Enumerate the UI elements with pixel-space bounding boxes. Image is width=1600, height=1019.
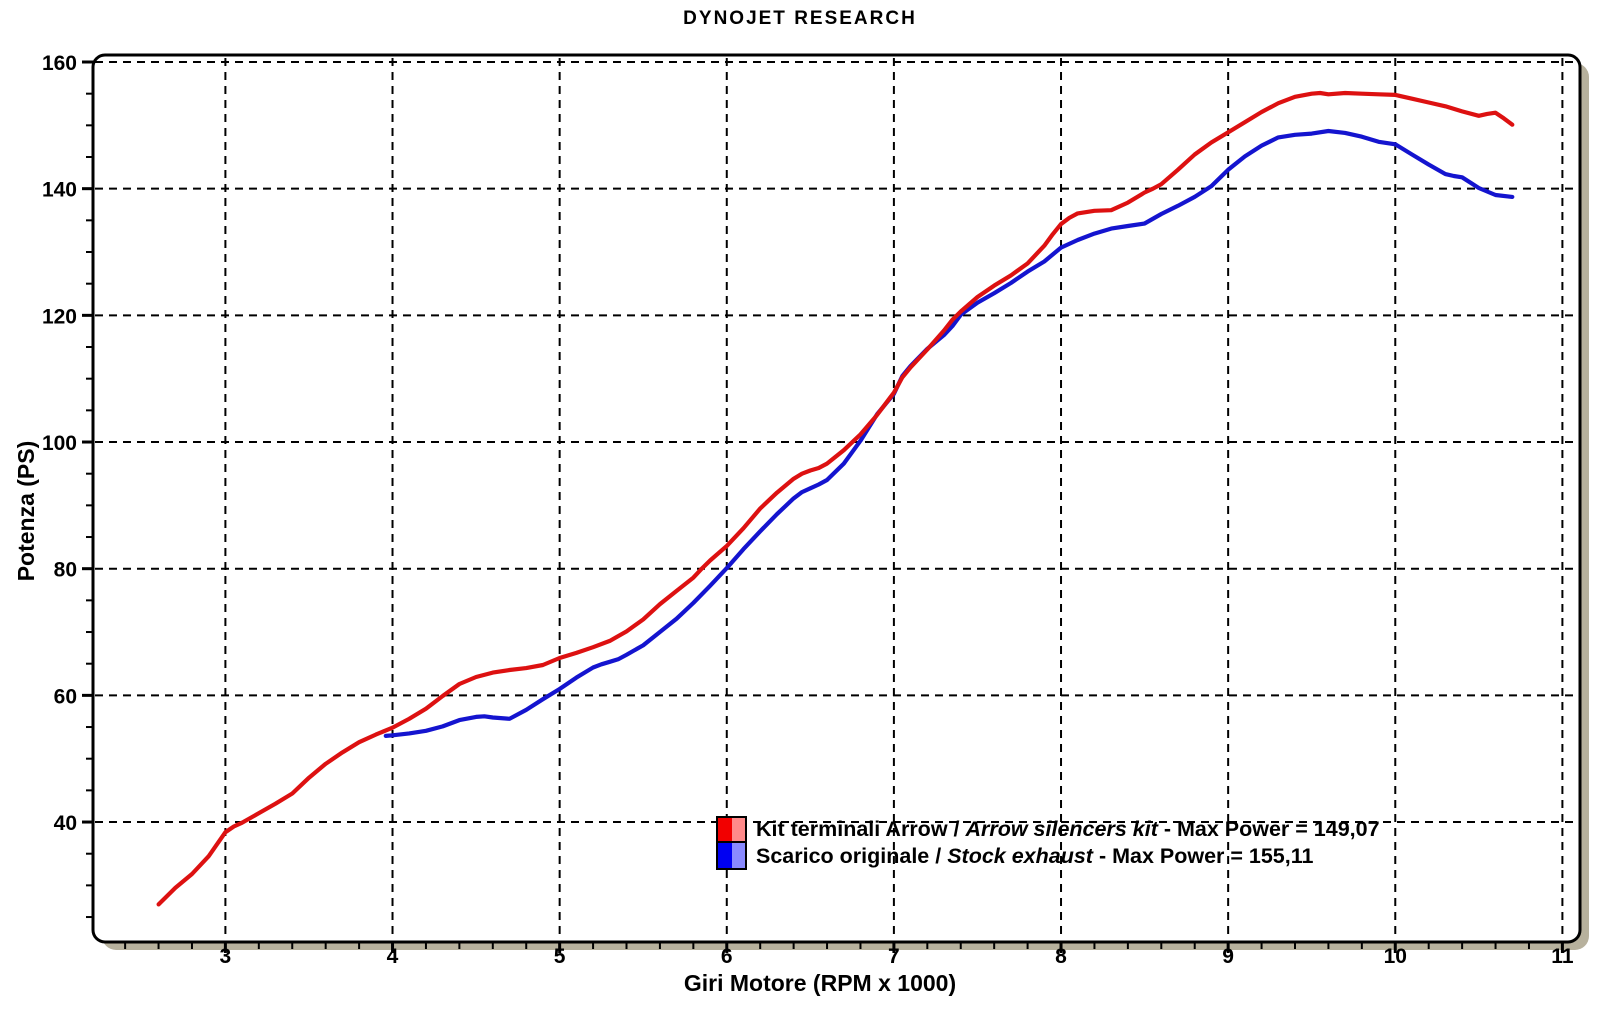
legend-swatch-red-light	[731, 818, 745, 841]
legend-label-stock-exhaust: Scarico originale / Stock exhaust - Max …	[756, 844, 1314, 868]
y-tick-label: 80	[54, 559, 77, 582]
legend-swatch-blue-solid	[718, 843, 732, 868]
x-tick-label: 6	[721, 945, 733, 968]
legend-swatch-blue	[716, 843, 747, 870]
x-axis-title: Giri Motore (RPM x 1000)	[683, 970, 957, 996]
legend-label-arrow-kit: Kit terminali Arrow / Arrow silencers ki…	[756, 817, 1380, 841]
y-axis-title: Potenza (PS)	[13, 440, 39, 582]
legend-swatch-blue-light	[731, 843, 745, 868]
chart-title: DYNOJET RESEARCH	[683, 8, 917, 29]
y-tick-label: 60	[54, 685, 77, 708]
x-tick-label: 5	[554, 945, 566, 968]
y-tick-label: 100	[42, 432, 77, 455]
axis-ticks	[82, 60, 1564, 953]
x-tick-label: 3	[220, 945, 232, 968]
legend-item-stock-exhaust: Scarico originale / Stock exhaust - Max …	[716, 843, 1380, 870]
y-tick-label: 140	[42, 179, 77, 202]
x-tick-label: 8	[1055, 945, 1067, 968]
major-gridlines	[95, 58, 1578, 940]
y-tick-label: 160	[42, 52, 77, 75]
legend-swatch-red-solid	[718, 818, 732, 841]
y-tick-label: 40	[54, 812, 77, 835]
legend-swatch-red	[716, 816, 747, 843]
x-tick-label: 7	[888, 945, 900, 968]
x-tick-label: 9	[1222, 945, 1234, 968]
x-tick-label: 4	[387, 945, 399, 968]
tick-labels: 3 4 5 6 7 8 9 10 11 40 60 80 100 120 140 160	[42, 52, 1574, 968]
x-tick-label: 10	[1384, 945, 1407, 968]
legend: Kit terminali Arrow / Arrow silencers ki…	[716, 816, 1380, 870]
legend-item-arrow-kit: Kit terminali Arrow / Arrow silencers ki…	[716, 816, 1380, 843]
x-tick-label: 11	[1551, 945, 1574, 968]
y-tick-label: 120	[42, 305, 77, 328]
series-arrow-kit-curve	[156, 90, 1515, 907]
